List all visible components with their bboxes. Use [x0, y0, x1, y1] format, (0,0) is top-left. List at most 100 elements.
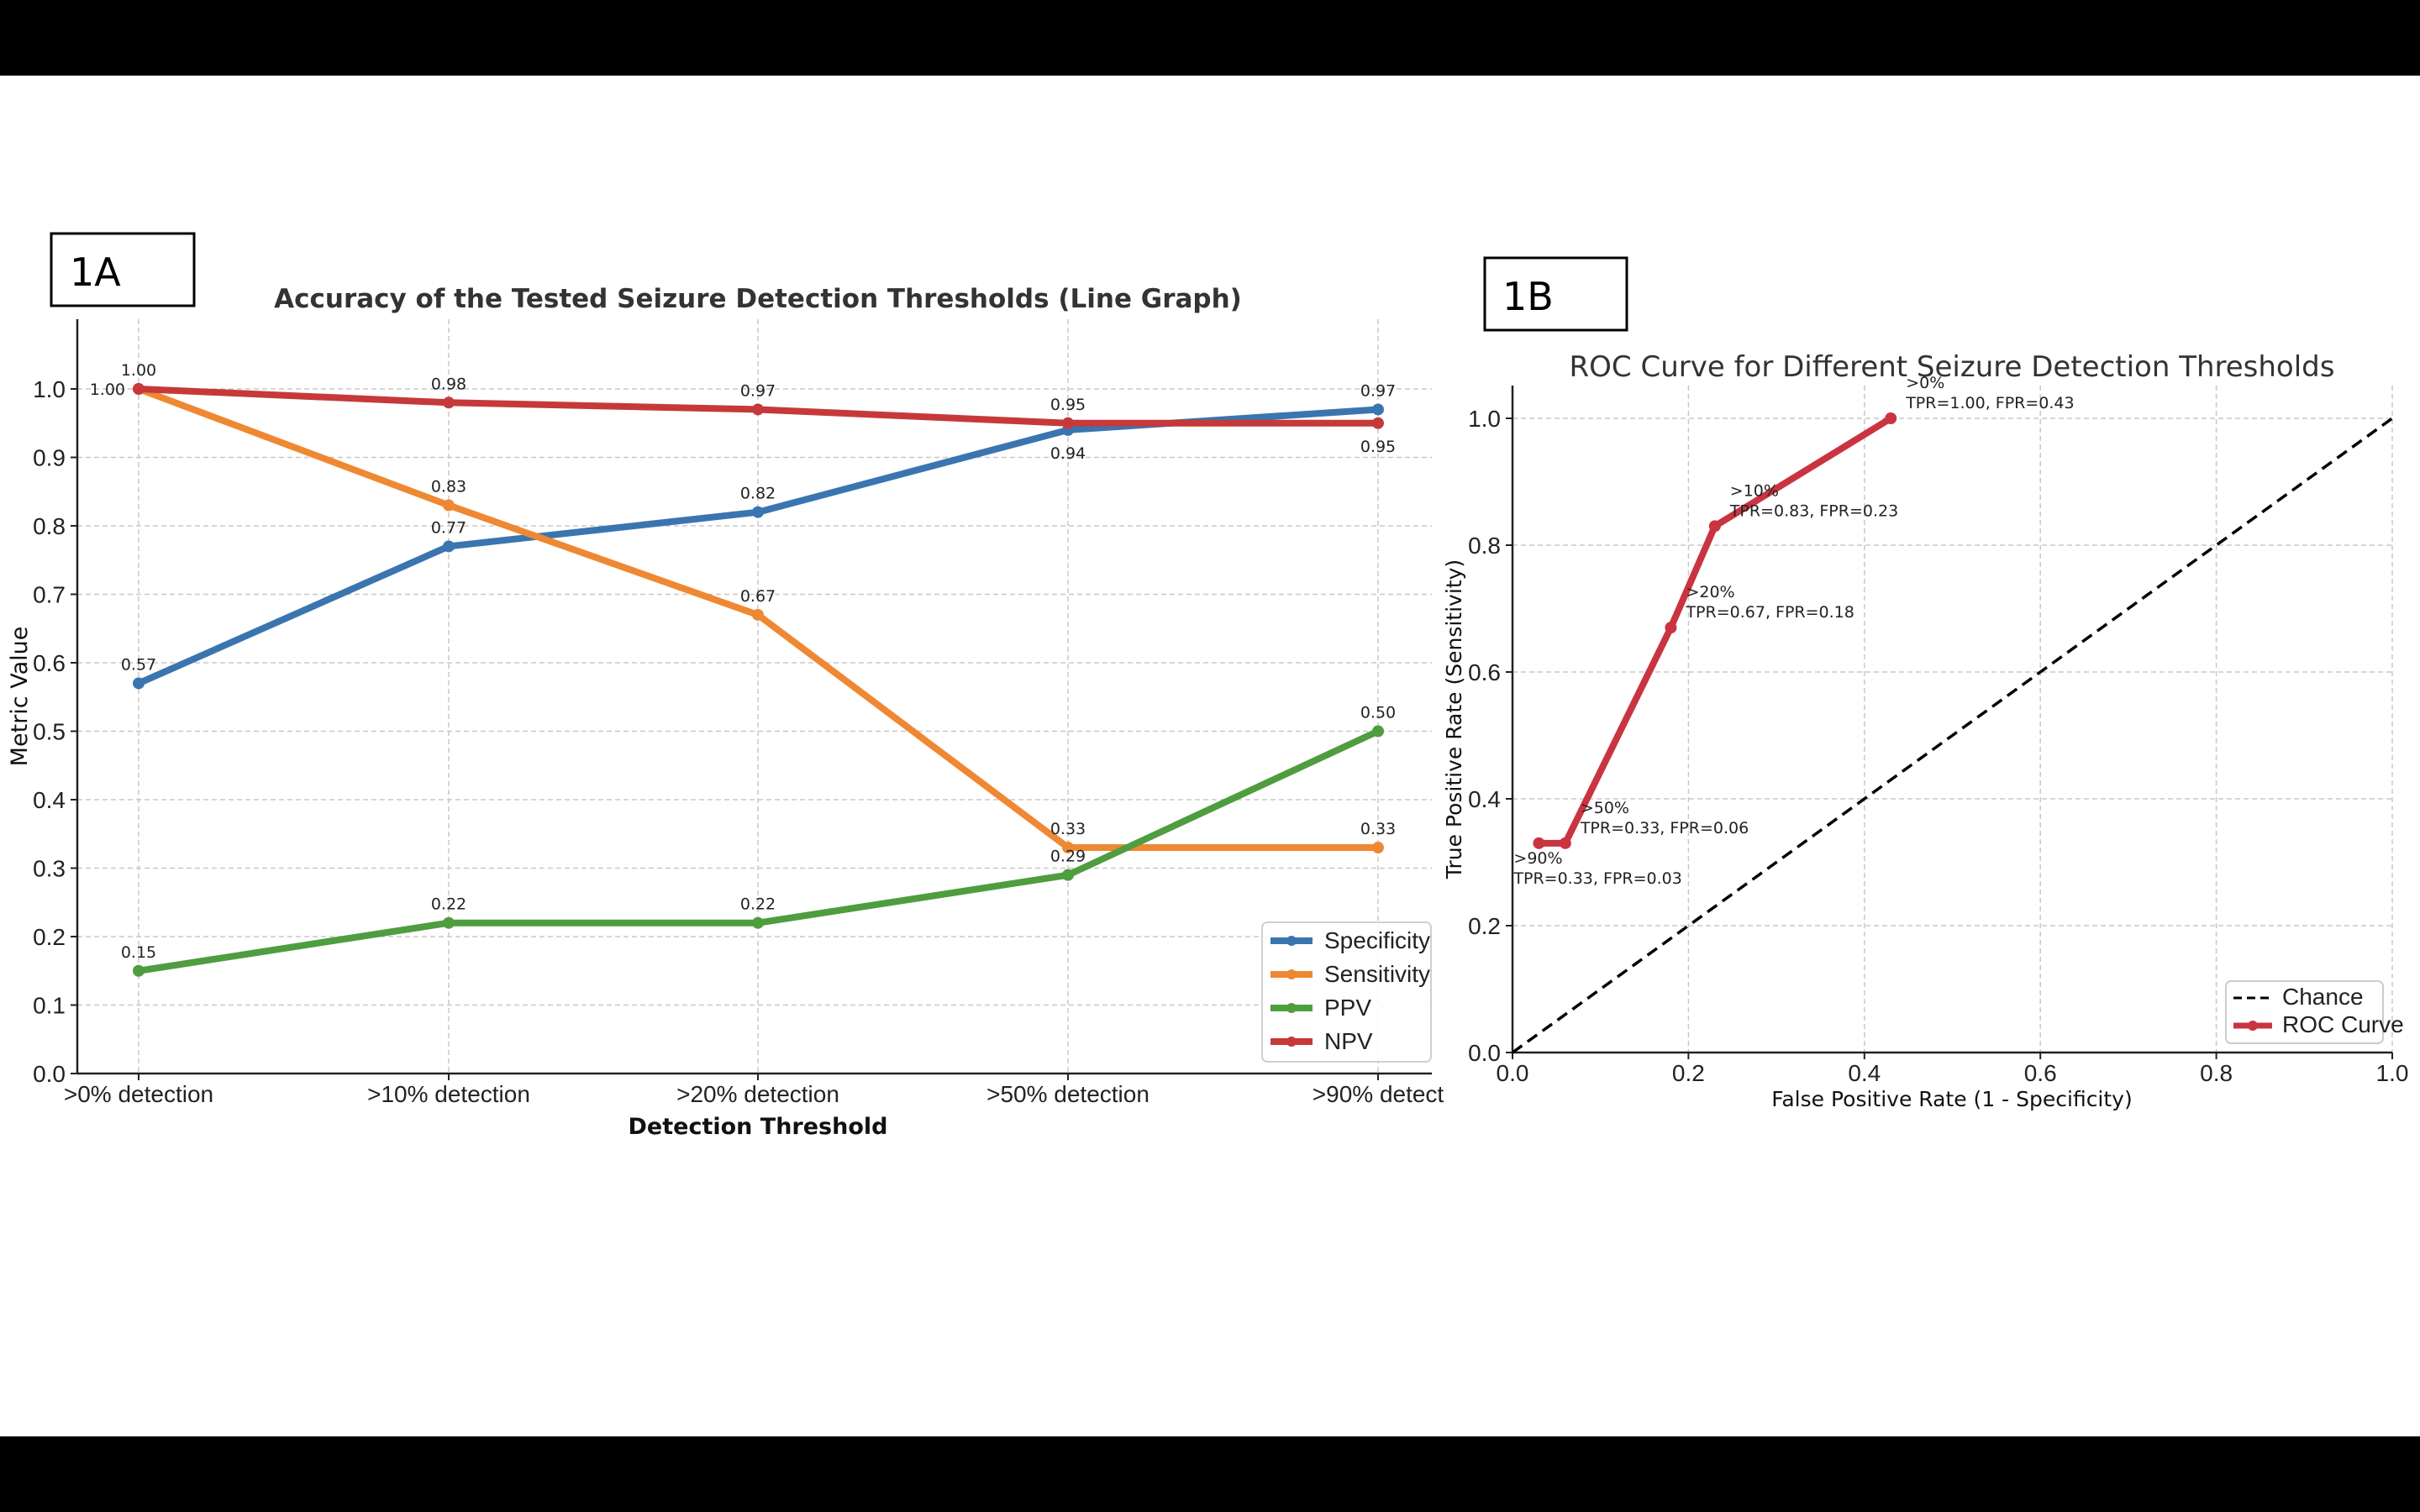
x-tick-label: 0.6: [2024, 1060, 2057, 1086]
data-point-specificity: [752, 506, 764, 518]
roc-point: [1885, 412, 1897, 424]
data-point-npv: [752, 403, 764, 416]
y-tick-label: 0.4: [33, 787, 66, 813]
data-label-ppv: 0.15: [121, 943, 156, 962]
data-label-sensitivity: 0.83: [431, 478, 466, 496]
legend-marker: [1286, 936, 1297, 946]
x-tick-label: 0.0: [1497, 1060, 1529, 1086]
y-tick-label: 0.4: [1468, 786, 1501, 812]
roc-point-label: TPR=0.83, FPR=0.23: [1729, 501, 1898, 520]
y-tick-label: 0.2: [33, 924, 66, 950]
data-label-sensitivity: 0.33: [1360, 820, 1396, 838]
bottom-letterbox: [0, 1436, 2420, 1512]
panel-label-a-box: 1A: [50, 232, 196, 307]
data-point-npv: [133, 383, 145, 395]
y-tick-label: 1.0: [33, 376, 66, 402]
roc-point: [1708, 520, 1721, 533]
chart-a-ylabel: Metric Value: [7, 627, 33, 767]
chart-b-title: ROC Curve for Different Seizure Detectio…: [1570, 350, 2335, 384]
chart-b-ylabel: True Positive Rate (Sensitivity): [1442, 559, 1466, 879]
y-tick-label: 0.1: [33, 993, 66, 1019]
y-tick-label: 0.9: [33, 445, 66, 471]
panel-label-b-box: 1B: [1483, 256, 1628, 332]
y-tick-label: 0.0: [33, 1061, 66, 1087]
data-label-sensitivity: 1.00: [90, 381, 125, 399]
data-label-ppv: 0.50: [1360, 704, 1396, 722]
data-point-sensitivity: [443, 499, 455, 512]
data-label-npv: 0.98: [431, 375, 466, 393]
data-label-npv: 1.00: [121, 361, 156, 380]
legend-label: PPV: [1324, 995, 1371, 1021]
y-tick-label: 0.6: [1468, 659, 1501, 685]
roc-point-label: TPR=1.00, FPR=0.43: [1905, 394, 2074, 412]
x-tick-label: 0.4: [1848, 1060, 1881, 1086]
chance-line: [1511, 417, 2394, 1054]
roc-threshold-label: >50%: [1581, 799, 1629, 817]
x-tick-label: >10% detection: [367, 1081, 530, 1107]
data-label-ppv: 0.22: [740, 895, 776, 914]
y-tick-label: 1.0: [1468, 406, 1501, 432]
legend-label: ROC Curve: [2282, 1011, 2404, 1037]
legend-marker: [2248, 1021, 2258, 1031]
roc-point-label: TPR=0.33, FPR=0.06: [1580, 819, 1749, 837]
data-label-specificity: 0.94: [1050, 444, 1086, 463]
chart-a-xlabel: Detection Threshold: [629, 1114, 888, 1140]
roc-threshold-label: >10%: [1730, 481, 1779, 500]
data-point-ppv: [443, 916, 455, 929]
legend-label: Sensitivity: [1324, 961, 1430, 987]
roc-point-label: TPR=0.33, FPR=0.03: [1512, 869, 1681, 888]
roc-point-label: TPR=0.67, FPR=0.18: [1685, 603, 1854, 622]
roc-threshold-label: >90%: [1513, 849, 1562, 868]
data-label-specificity: 0.82: [740, 485, 776, 503]
panel-label-b: 1B: [1502, 274, 1554, 319]
x-tick-label: >0% detection: [64, 1081, 213, 1107]
data-label-specificity: 0.57: [121, 655, 156, 674]
data-point-sensitivity: [1372, 842, 1384, 854]
chart-b-xlabel: False Positive Rate (1 - Specificity): [1771, 1087, 2132, 1111]
data-point-npv: [1062, 417, 1074, 429]
roc-threshold-label: >20%: [1686, 583, 1734, 601]
data-point-sensitivity: [752, 608, 764, 621]
legend: Specificity Sensitivity PPV NPV: [1261, 921, 1432, 1063]
data-point-ppv: [1062, 869, 1074, 881]
line-chart-accuracy: Accuracy of the Tested Seizure Detection…: [7, 284, 1444, 1140]
roc-point: [1665, 622, 1677, 634]
data-point-specificity: [443, 540, 455, 553]
data-point-ppv: [133, 964, 145, 977]
data-point-sensitivity: [1062, 842, 1074, 854]
y-tick-label: 0.5: [33, 719, 66, 745]
data-label-ppv: 0.29: [1050, 848, 1086, 866]
y-tick-label: 0.0: [1468, 1040, 1501, 1066]
panel-label-a: 1A: [70, 249, 121, 295]
data-point-specificity: [133, 677, 145, 690]
y-tick-label: 0.8: [1468, 533, 1501, 559]
legend-label: Chance: [2282, 984, 2364, 1010]
data-label-ppv: 0.22: [431, 895, 466, 914]
top-letterbox: [0, 0, 2420, 76]
data-point-ppv: [1372, 725, 1384, 738]
roc-point: [1533, 837, 1545, 849]
x-tick-label: >50% detection: [986, 1081, 1150, 1107]
data-point-npv: [1372, 417, 1384, 429]
legend-marker: [1286, 969, 1297, 979]
x-tick-label: >20% detection: [676, 1081, 839, 1107]
legend-marker: [1286, 1003, 1297, 1013]
y-tick-label: 0.8: [33, 513, 66, 539]
legend-label: NPV: [1324, 1028, 1373, 1054]
roc-curve-line: [1539, 415, 1893, 847]
data-point-npv: [443, 396, 455, 409]
x-tick-label: >90% detect: [1313, 1081, 1444, 1107]
data-label-specificity: 0.97: [1360, 381, 1396, 400]
data-point-specificity: [1372, 403, 1384, 416]
data-label-npv: 0.95: [1360, 438, 1396, 456]
data-label-npv: 0.95: [1050, 396, 1086, 414]
x-tick-label: 0.2: [1672, 1060, 1705, 1086]
roc-threshold-label: >0%: [1906, 374, 1944, 392]
x-tick-label: 1.0: [2376, 1060, 2409, 1086]
y-tick-label: 0.6: [33, 650, 66, 676]
data-label-sensitivity: 0.33: [1050, 820, 1086, 838]
y-tick-label: 0.3: [33, 856, 66, 882]
y-tick-label: 0.7: [33, 582, 66, 608]
